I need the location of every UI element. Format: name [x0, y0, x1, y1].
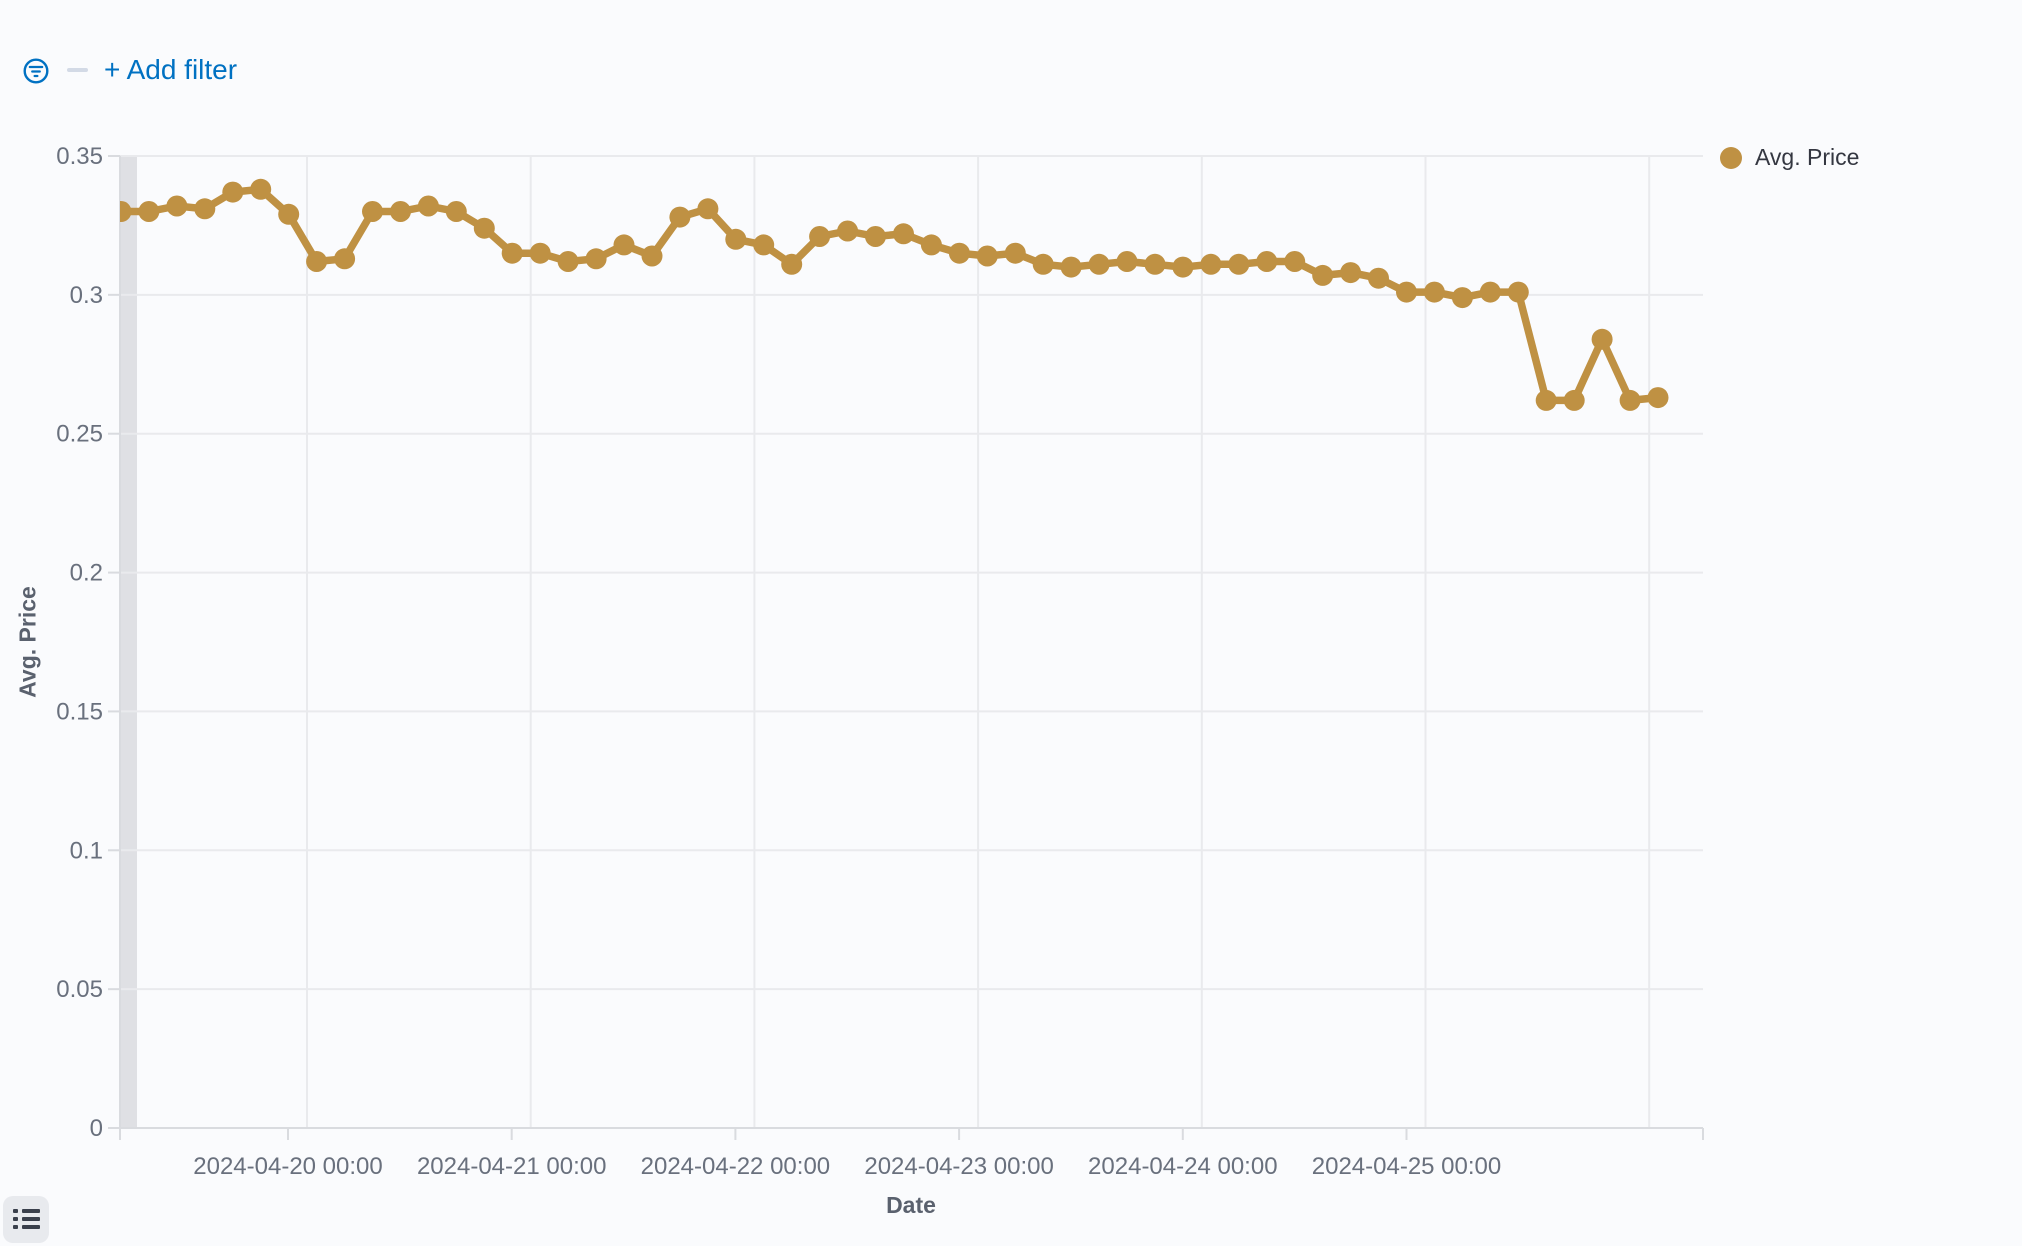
data-point[interactable] — [1284, 251, 1306, 272]
data-point[interactable] — [1032, 253, 1054, 275]
data-point[interactable] — [725, 228, 747, 250]
y-tick-label: 0.2 — [70, 560, 103, 587]
y-tick-label: 0 — [90, 1115, 103, 1142]
data-point[interactable] — [417, 195, 439, 217]
data-point[interactable] — [585, 248, 607, 270]
data-point[interactable] — [334, 248, 356, 270]
data-point[interactable] — [809, 226, 831, 247]
data-point[interactable] — [1479, 281, 1501, 303]
data-point[interactable] — [1116, 251, 1138, 272]
data-point[interactable] — [641, 245, 663, 267]
legend-toggle-button[interactable] — [3, 1196, 49, 1243]
data-point[interactable] — [1200, 253, 1222, 275]
data-point[interactable] — [390, 201, 411, 222]
data-point[interactable] — [362, 201, 383, 222]
data-point[interactable] — [138, 201, 160, 222]
y-tick-label: 0.05 — [56, 976, 103, 1003]
data-point[interactable] — [194, 198, 216, 220]
data-point[interactable] — [473, 217, 495, 239]
data-point[interactable] — [697, 198, 719, 220]
data-point[interactable] — [278, 203, 300, 225]
data-point[interactable] — [837, 220, 859, 242]
data-point[interactable] — [920, 234, 942, 256]
data-point[interactable] — [1423, 281, 1445, 303]
x-tick-label: 2024-04-24 00:00 — [1088, 1153, 1278, 1180]
y-tick-label: 0.1 — [70, 837, 103, 864]
legend: Avg. Price — [1720, 144, 1859, 171]
partial-bucket-band — [119, 156, 137, 1128]
data-point[interactable] — [1368, 267, 1389, 289]
y-tick-label: 0.35 — [56, 143, 103, 170]
data-point[interactable] — [166, 195, 188, 217]
data-point[interactable] — [1396, 281, 1417, 303]
y-axis-title: Avg. Price — [14, 586, 41, 698]
data-point[interactable] — [1563, 389, 1585, 411]
data-point[interactable] — [1256, 251, 1278, 272]
filter-in-circle-icon[interactable] — [23, 58, 49, 84]
list-icon — [12, 1208, 40, 1229]
x-axis-title: Date — [886, 1192, 936, 1218]
data-point[interactable] — [948, 242, 970, 264]
data-point[interactable] — [669, 206, 691, 228]
filter-icon-circle — [23, 58, 49, 84]
data-point[interactable] — [1088, 253, 1110, 275]
data-point[interactable] — [976, 245, 998, 267]
y-tick-label: 0.15 — [56, 698, 103, 725]
x-tick-label: 2024-04-21 00:00 — [417, 1153, 607, 1180]
data-point[interactable] — [893, 223, 914, 245]
data-point[interactable] — [1451, 287, 1473, 309]
add-filter-button[interactable]: + Add filter — [104, 54, 238, 85]
data-point[interactable] — [781, 253, 803, 275]
data-point[interactable] — [1507, 281, 1529, 303]
data-point[interactable] — [250, 178, 272, 200]
data-point[interactable] — [1340, 262, 1362, 284]
series-group — [111, 178, 1669, 411]
data-point[interactable] — [557, 251, 579, 272]
data-point[interactable] — [306, 251, 328, 272]
legend-item[interactable]: Avg. Price — [1720, 144, 1859, 171]
data-point[interactable] — [529, 242, 551, 264]
y-tick-label: 0.25 — [56, 421, 103, 448]
filter-icon-funnel — [28, 65, 44, 78]
x-tick-label: 2024-04-20 00:00 — [193, 1153, 383, 1180]
data-point[interactable] — [753, 234, 775, 256]
data-point[interactable] — [1591, 328, 1613, 350]
data-point[interactable] — [501, 242, 523, 264]
data-point[interactable] — [1228, 253, 1250, 275]
legend-series-marker — [1720, 146, 1742, 169]
y-tick-label: 0.3 — [70, 282, 103, 309]
filter-bar-divider — [67, 68, 88, 72]
data-point[interactable] — [1172, 256, 1194, 278]
legend-series-label[interactable]: Avg. Price — [1755, 144, 1860, 170]
data-point[interactable] — [1619, 389, 1641, 411]
data-point[interactable] — [1535, 389, 1557, 411]
data-point[interactable] — [1144, 253, 1166, 275]
x-tick-label: 2024-04-22 00:00 — [641, 1153, 831, 1180]
data-point[interactable] — [445, 201, 467, 222]
data-point[interactable] — [613, 234, 635, 256]
data-point[interactable] — [222, 181, 244, 203]
data-point[interactable] — [865, 226, 886, 247]
data-point[interactable] — [1004, 242, 1026, 264]
data-point[interactable] — [1060, 256, 1082, 278]
data-point[interactable] — [111, 201, 132, 222]
x-tick-label: 2024-04-23 00:00 — [864, 1153, 1054, 1180]
data-point[interactable] — [1647, 387, 1669, 409]
data-point[interactable] — [1312, 264, 1334, 286]
x-tick-label: 2024-04-25 00:00 — [1312, 1153, 1502, 1180]
